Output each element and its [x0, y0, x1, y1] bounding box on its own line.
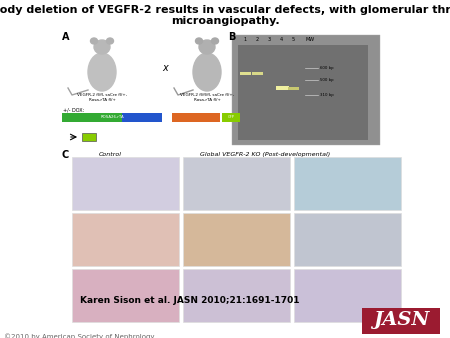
- Ellipse shape: [199, 40, 215, 54]
- Text: 3: 3: [267, 37, 270, 42]
- Text: Whole body deletion of VEGFR-2 results in vascular defects, with glomerular thro: Whole body deletion of VEGFR-2 results i…: [0, 5, 450, 15]
- Bar: [62, 113, 162, 122]
- Bar: [62, 35, 222, 145]
- Bar: [72, 213, 179, 266]
- Ellipse shape: [90, 38, 98, 44]
- Ellipse shape: [195, 38, 203, 44]
- Bar: [82, 133, 96, 141]
- Text: B: B: [228, 32, 235, 42]
- Text: 4: 4: [279, 37, 283, 42]
- Text: JASN: JASN: [373, 311, 429, 329]
- Text: MW: MW: [306, 37, 315, 42]
- Bar: [183, 157, 290, 210]
- Bar: [72, 269, 179, 322]
- Bar: [72, 157, 179, 210]
- Ellipse shape: [94, 40, 110, 54]
- Bar: [294, 213, 401, 266]
- Text: Global VEGFR-2 KO (Post-developmental): Global VEGFR-2 KO (Post-developmental): [200, 152, 330, 157]
- Bar: [183, 269, 290, 322]
- Ellipse shape: [212, 38, 219, 44]
- Text: VEGFR-2 fl/fl/fl, saCre fl/+,
Rosa-rTA fl/+: VEGFR-2 fl/fl/fl, saCre fl/+, Rosa-rTA f…: [180, 93, 234, 102]
- Text: 2: 2: [256, 37, 259, 42]
- Bar: [183, 213, 290, 266]
- Bar: [288, 87, 299, 90]
- Ellipse shape: [107, 38, 113, 44]
- Bar: [62, 113, 122, 122]
- Text: GFP: GFP: [228, 116, 234, 120]
- Text: 1: 1: [243, 37, 247, 42]
- Bar: [276, 86, 289, 90]
- Text: C: C: [62, 150, 69, 160]
- Text: 5: 5: [292, 37, 295, 42]
- Text: VEGFR-2 fl/fl, saCre fl/+,
Rosa-rTA fl/+: VEGFR-2 fl/fl, saCre fl/+, Rosa-rTA fl/+: [77, 93, 127, 102]
- Text: 500 bp: 500 bp: [320, 78, 333, 82]
- Bar: [362, 308, 440, 334]
- Text: 310 bp: 310 bp: [320, 93, 334, 97]
- Text: ©2010 by American Society of Nephrology: ©2010 by American Society of Nephrology: [4, 333, 154, 338]
- Bar: [294, 269, 401, 322]
- Text: A: A: [62, 32, 69, 42]
- Text: ROSA26-rTA: ROSA26-rTA: [100, 116, 124, 120]
- Text: 600 bp: 600 bp: [320, 66, 333, 70]
- Bar: [172, 113, 220, 122]
- Text: +/- DOX:: +/- DOX:: [63, 108, 84, 113]
- Bar: [294, 157, 401, 210]
- Bar: [238, 45, 368, 140]
- Bar: [252, 72, 263, 75]
- Text: microangiopathy.: microangiopathy.: [171, 16, 279, 26]
- Text: Control: Control: [99, 152, 122, 157]
- Ellipse shape: [193, 53, 221, 91]
- Ellipse shape: [88, 53, 116, 91]
- Bar: [232, 35, 380, 145]
- Bar: [222, 113, 240, 122]
- Text: Karen Sison et al. JASN 2010;21:1691-1701: Karen Sison et al. JASN 2010;21:1691-170…: [80, 296, 300, 305]
- Text: x: x: [162, 63, 168, 73]
- Bar: [240, 72, 251, 75]
